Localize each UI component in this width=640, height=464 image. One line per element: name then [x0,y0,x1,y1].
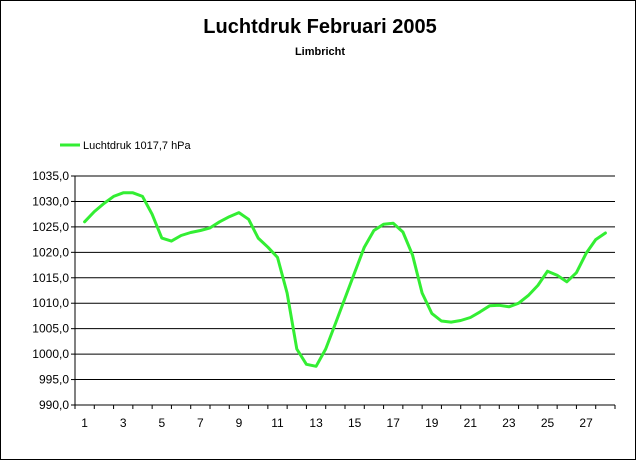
y-tick-label: 1015,0 [32,271,69,285]
x-tick-label: 15 [348,416,362,430]
x-tick-label: 25 [541,416,555,430]
y-tick-label: 995,0 [39,373,69,387]
y-tick-label: 1020,0 [32,245,69,259]
y-tick-label: 1000,0 [32,347,69,361]
legend-label: Luchtdruk 1017,7 hPa [83,140,192,152]
x-tick-label: 27 [579,416,593,430]
chart-title: Luchtdruk Februari 2005 [203,16,437,38]
plot-area: 990,0 995,0 1000,0 1005,0 1010,0 1015,0 1020,0… [32,169,616,430]
x-tick-label: 19 [425,416,439,430]
x-tick-label: 23 [502,416,516,430]
x-tick-label: 7 [197,416,204,430]
x-tick-label: 3 [120,416,127,430]
y-tick-label: 1005,0 [32,322,69,336]
y-tick-label: 1025,0 [32,220,69,234]
x-tick-label: 9 [236,416,243,430]
legend: Luchtdruk 1017,7 hPa [60,140,192,152]
x-tick-label: 5 [158,416,165,430]
chart-subtitle: Limbricht [294,46,346,58]
x-tick-label: 1 [81,416,88,430]
y-tick-label: 1035,0 [32,169,69,183]
series-line [83,191,607,368]
x-tick-label: 13 [309,416,323,430]
y-tick-label: 1010,0 [32,296,69,310]
y-tick-label: 990,0 [39,398,69,412]
x-tick-label: 17 [387,416,401,430]
x-tick-label: 21 [464,416,478,430]
y-tick-label: 1030,0 [32,194,69,208]
x-tick-label: 11 [271,416,284,430]
